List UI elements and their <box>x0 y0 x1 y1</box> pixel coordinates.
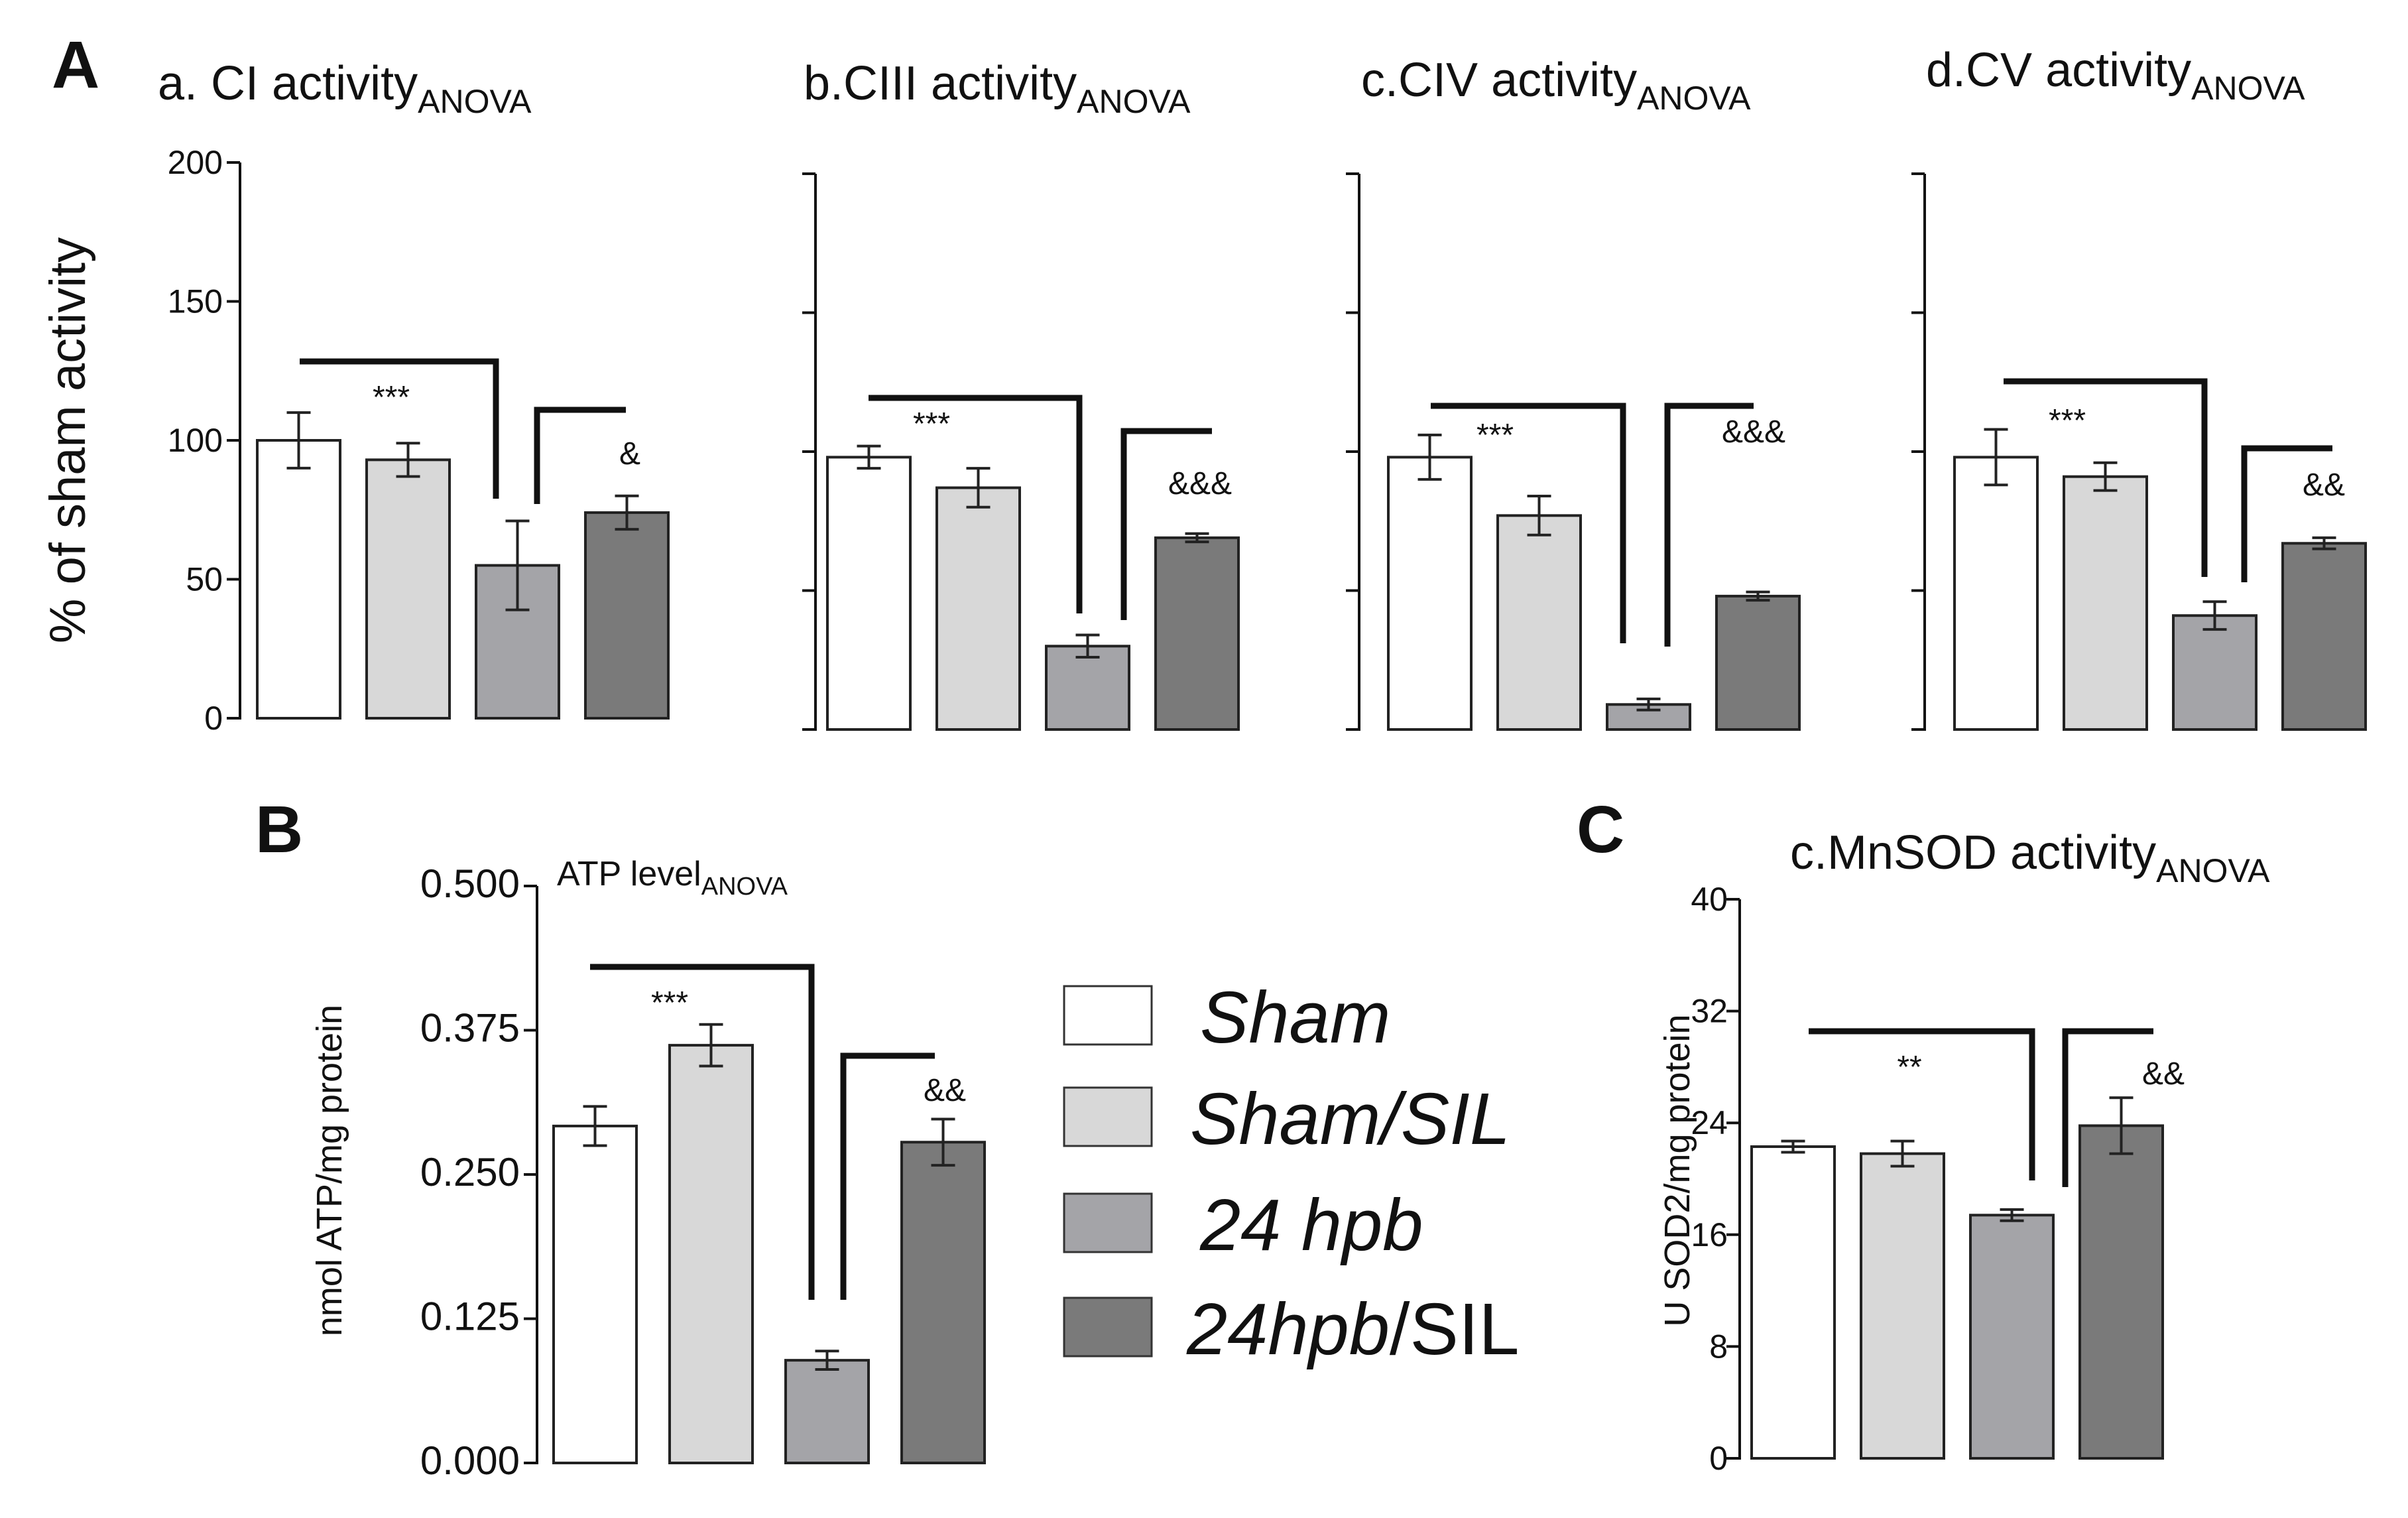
y-tick-label: 0 <box>204 700 223 737</box>
bar-4 <box>1154 536 1240 731</box>
legend-swatch-4 <box>1063 1297 1153 1358</box>
bar-3 <box>784 1359 870 1464</box>
chart-title-subscript: ANOVA <box>1077 83 1191 120</box>
y-tick-label: 0 <box>1709 1440 1728 1477</box>
significance-bracket <box>2004 378 2208 577</box>
significance-bracket <box>590 964 815 1300</box>
bar-2 <box>1860 1152 1945 1460</box>
significance-label: && <box>924 1073 966 1108</box>
chart-title: c.CIV activityANOVA <box>1361 54 1751 117</box>
significance-bracket <box>1809 1028 2035 1180</box>
bar-3 <box>1969 1214 2055 1460</box>
bar-2 <box>1496 514 1582 731</box>
significance-bracket <box>840 1052 935 1300</box>
legend-label-1: Sham <box>1200 977 1390 1058</box>
chart-atp-level: ATP levelANOVA nmol ATP/mg protein 0.000 0.… <box>310 855 986 1483</box>
chart-title-subscript: ANOVA <box>701 873 788 901</box>
significance-label: *** <box>651 985 688 1021</box>
y-tick-label: 50 <box>186 561 223 598</box>
y-tick-label: 16 <box>1691 1216 1728 1253</box>
chart-title: d.CV activityANOVA <box>1926 44 2305 107</box>
y-tick-label: 0.500 <box>420 861 520 906</box>
significance-label: && <box>2142 1056 2185 1092</box>
y-axis-title: U SOD2/mg protein <box>1657 1014 1697 1326</box>
chart-title: b.CIII activityANOVA <box>804 57 1191 120</box>
significance-label: ** <box>1897 1050 1921 1085</box>
y-tick-label: 0.250 <box>420 1150 520 1194</box>
chart-title-subscript: ANOVA <box>2191 70 2305 107</box>
bar-4 <box>1715 594 1801 731</box>
y-tick-label: 40 <box>1691 881 1728 918</box>
y-tick-label: 0.375 <box>420 1006 520 1050</box>
significance-label: && <box>2303 468 2345 503</box>
bar-2 <box>365 458 451 720</box>
bar-4 <box>2281 542 2367 731</box>
panel-letter-a: A <box>52 28 99 102</box>
y-tick-label: 100 <box>168 422 223 459</box>
bar-3 <box>1045 645 1130 731</box>
significance-bracket <box>2241 445 2332 582</box>
bar-2 <box>2063 475 2148 731</box>
chart-title: c.MnSOD activityANOVA <box>1790 826 2270 889</box>
legend-label-2: Sham/SIL <box>1190 1078 1510 1160</box>
bar-2 <box>668 1044 754 1464</box>
significance-label: *** <box>373 380 410 415</box>
y-tick-label: 8 <box>1709 1328 1728 1365</box>
y-tick-label: 32 <box>1691 993 1728 1030</box>
chart-ci-activity: a. CI activityANOVA % of sham activity 0 50… <box>40 57 670 737</box>
bar-1 <box>1387 456 1473 731</box>
significance-label: *** <box>2049 403 2086 438</box>
chart-title-subscript: ANOVA <box>2156 852 2270 889</box>
chart-cv-activity: d.CV activityANOVA *** && <box>1911 44 2367 731</box>
bar-3 <box>2172 614 2258 731</box>
legend-swatch-3 <box>1063 1192 1153 1253</box>
significance-label: &&& <box>1722 414 1785 450</box>
significance-bracket <box>1431 403 1626 643</box>
significance-label: & <box>619 436 640 472</box>
bar-4 <box>900 1141 986 1465</box>
bar-4 <box>584 511 670 720</box>
bar-1 <box>552 1124 638 1465</box>
significance-bracket <box>869 395 1083 613</box>
chart-title-subscript: ANOVA <box>1637 80 1751 117</box>
chart-ciii-activity: b.CIII activityANOVA *** &&& <box>802 57 1240 731</box>
chart-title: ATP levelANOVA <box>557 855 788 901</box>
significance-bracket <box>2062 1028 2153 1187</box>
legend-swatch-2 <box>1063 1086 1153 1147</box>
significance-bracket <box>1664 403 1754 647</box>
y-tick-label: 150 <box>168 283 223 320</box>
significance-bracket <box>300 358 499 499</box>
y-tick-label: 0.000 <box>420 1438 520 1483</box>
significance-label: *** <box>913 407 950 442</box>
bar-1 <box>1750 1145 1836 1460</box>
legend-label-3: 24 hpb <box>1199 1184 1423 1266</box>
y-axis-title: % of sham activity <box>40 237 96 643</box>
chart-title-subscript: ANOVA <box>418 83 532 120</box>
y-axis-title: nmol ATP/mg protein <box>310 1005 349 1336</box>
panel-letter-b: B <box>255 792 303 867</box>
chart-mnsod-activity: c.MnSOD activityANOVA U SOD2/mg protein 0 8… <box>1657 826 2270 1477</box>
legend-swatch-1 <box>1063 985 1153 1046</box>
y-tick-label: 0.125 <box>420 1295 520 1339</box>
bar-4 <box>2078 1124 2164 1460</box>
bar-1 <box>256 439 341 720</box>
legend-label-4: 24hpb/SIL <box>1186 1289 1520 1370</box>
bar-1 <box>1953 456 2039 731</box>
significance-bracket <box>1120 428 1212 620</box>
significance-bracket <box>534 407 626 504</box>
y-tick-label: 24 <box>1691 1104 1728 1141</box>
y-tick-label: 200 <box>168 144 223 181</box>
panel-letter-c: C <box>1577 792 1624 867</box>
chart-title: a. CI activityANOVA <box>158 57 532 120</box>
bar-2 <box>935 486 1021 731</box>
bar-1 <box>826 456 912 731</box>
chart-civ-activity: c.CIV activityANOVA *** &&& <box>1346 54 1801 731</box>
significance-label: &&& <box>1168 466 1232 501</box>
legend: Sham Sham/SIL 24 hpb 24hpb/SIL <box>1063 977 1520 1370</box>
significance-label: *** <box>1476 418 1514 453</box>
